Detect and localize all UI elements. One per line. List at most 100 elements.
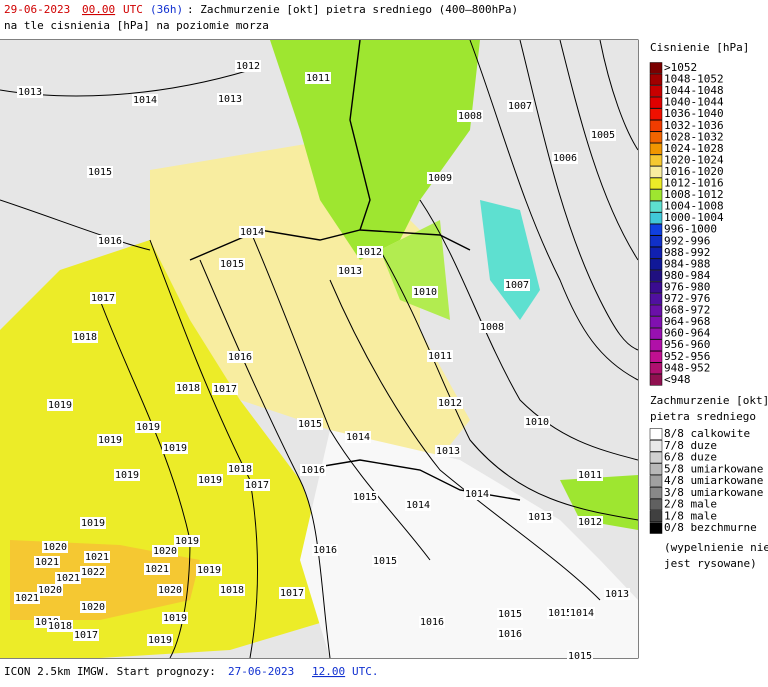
isobar-label-bg: [427, 172, 453, 184]
legend-swatch: [649, 451, 663, 464]
isobar-label: 1014: [133, 95, 157, 106]
isobar-label: 1007: [508, 101, 532, 112]
legend-label: 980-984: [664, 269, 711, 282]
isobar-label-bg: [227, 351, 253, 363]
legend-label: 4/8 umiarkowane: [664, 474, 763, 487]
legend-swatch: [649, 428, 663, 440]
isobar-label-bg: [152, 545, 178, 557]
footer-utc: UTC.: [352, 665, 379, 678]
isobar-label-bg: [80, 517, 106, 529]
legend-label: 1024-1028: [664, 142, 724, 155]
isobar-label: 1019: [148, 635, 172, 646]
isobar: [379, 249, 639, 521]
isobar-label-bg: [507, 100, 533, 112]
isobar-label: 1007: [505, 280, 529, 291]
isobar-label-bg: [47, 620, 73, 632]
legend-label: 1036-1040: [664, 107, 724, 120]
isobar-label-bg: [567, 650, 593, 662]
header-hour: 00.00: [82, 3, 115, 16]
legend-swatch: [649, 85, 663, 97]
legend-label: 968-972: [664, 304, 710, 317]
legend-swatch: [649, 362, 663, 375]
legend-label: 988-992: [664, 246, 710, 259]
isobar-label: 1019: [98, 435, 122, 446]
legend-swatch: [649, 487, 663, 499]
header-date: 29-06-2023: [4, 3, 70, 16]
legend-swatch: [649, 73, 663, 86]
isobar-label: 1019: [48, 400, 72, 411]
isobar-label-bg: [497, 628, 523, 640]
legend-label: 1032-1036: [664, 119, 724, 132]
isobar-label: 1013: [218, 94, 242, 105]
isobar-label-bg: [412, 286, 438, 298]
legend-swatch: [649, 440, 663, 452]
legend-swatch: [649, 316, 663, 328]
isobar-label: 1011: [306, 73, 330, 84]
isobar-label-bg: [132, 94, 158, 106]
isobar-label-bg: [604, 588, 630, 600]
isobar-label: 1019: [115, 470, 139, 481]
legend-label: 972-976: [664, 292, 710, 305]
isobar-label: 1021: [85, 552, 109, 563]
legend-swatch: [649, 522, 663, 534]
isobar-label: 1021: [56, 573, 80, 584]
isobar-label: 1017: [213, 384, 237, 395]
isobar-label: 1015: [373, 556, 397, 567]
isobar-label: 1010: [413, 287, 437, 298]
isobar-label-bg: [84, 551, 110, 563]
legend-label: 1/8 male: [664, 509, 717, 522]
isobar-label: 1018: [220, 585, 244, 596]
legend-swatch: [649, 510, 663, 522]
legend-swatch: [649, 339, 663, 351]
isobar-label: 1012: [578, 517, 602, 528]
legend-label: 1000-1004: [664, 211, 724, 224]
isobar-label-bg: [504, 279, 530, 291]
isobar-label: 1016: [228, 352, 252, 363]
isobar-label: 1008: [458, 111, 482, 122]
isobar-label-bg: [144, 563, 170, 575]
isobar-label: 1016: [313, 545, 337, 556]
isobar: [419, 199, 639, 461]
isobar-label: 1005: [591, 130, 615, 141]
isobar-label-bg: [196, 564, 222, 576]
legend-label: 1012-1016: [664, 177, 724, 190]
legend-label: 956-960: [664, 338, 710, 351]
isobar-label: 1018: [228, 464, 252, 475]
legend-label: 964-968: [664, 315, 710, 328]
header-utc: UTC: [123, 3, 143, 16]
isobar-label: 1015: [88, 167, 112, 178]
isobar-label-bg: [47, 399, 73, 411]
isobar-label-bg: [372, 555, 398, 567]
legend-swatch: [649, 177, 663, 190]
isobar-label: 1019: [163, 443, 187, 454]
legend-swatch: [649, 200, 663, 213]
isobar-label-bg: [577, 516, 603, 528]
isobar-label-bg: [174, 535, 200, 547]
isobar-label-bg: [14, 592, 40, 604]
legend-swatch: [649, 270, 663, 282]
legend-label: 2/8 male: [664, 498, 717, 511]
isobar-label-bg: [114, 469, 140, 481]
isobar-label: 1015: [548, 608, 572, 619]
isobar-label-bg: [345, 431, 371, 443]
isobar-label-bg: [90, 292, 116, 304]
isobar-label: 1013: [436, 446, 460, 457]
isobar: [0, 199, 151, 251]
isobar-label: 1019: [197, 565, 221, 576]
isobar-label-bg: [357, 246, 383, 258]
isobar-label-bg: [217, 93, 243, 105]
legend-swatch: [649, 374, 663, 386]
legend-label: 1004-1008: [664, 200, 724, 213]
isobar-label-bg: [175, 382, 201, 394]
isobar-label: 1012: [358, 247, 382, 258]
isobar-label: 1018: [176, 383, 200, 394]
legend-label: 984-988: [664, 257, 710, 270]
isobar-label: 1012: [438, 398, 462, 409]
isobar-label-bg: [547, 607, 573, 619]
isobar-label: 1010: [525, 417, 549, 428]
isobar-label: 1016: [98, 236, 122, 247]
legend-swatch: [649, 463, 663, 475]
legend-label: 976-980: [664, 280, 710, 293]
isobar-label: 1017: [245, 480, 269, 491]
isobar-label-bg: [527, 511, 553, 523]
